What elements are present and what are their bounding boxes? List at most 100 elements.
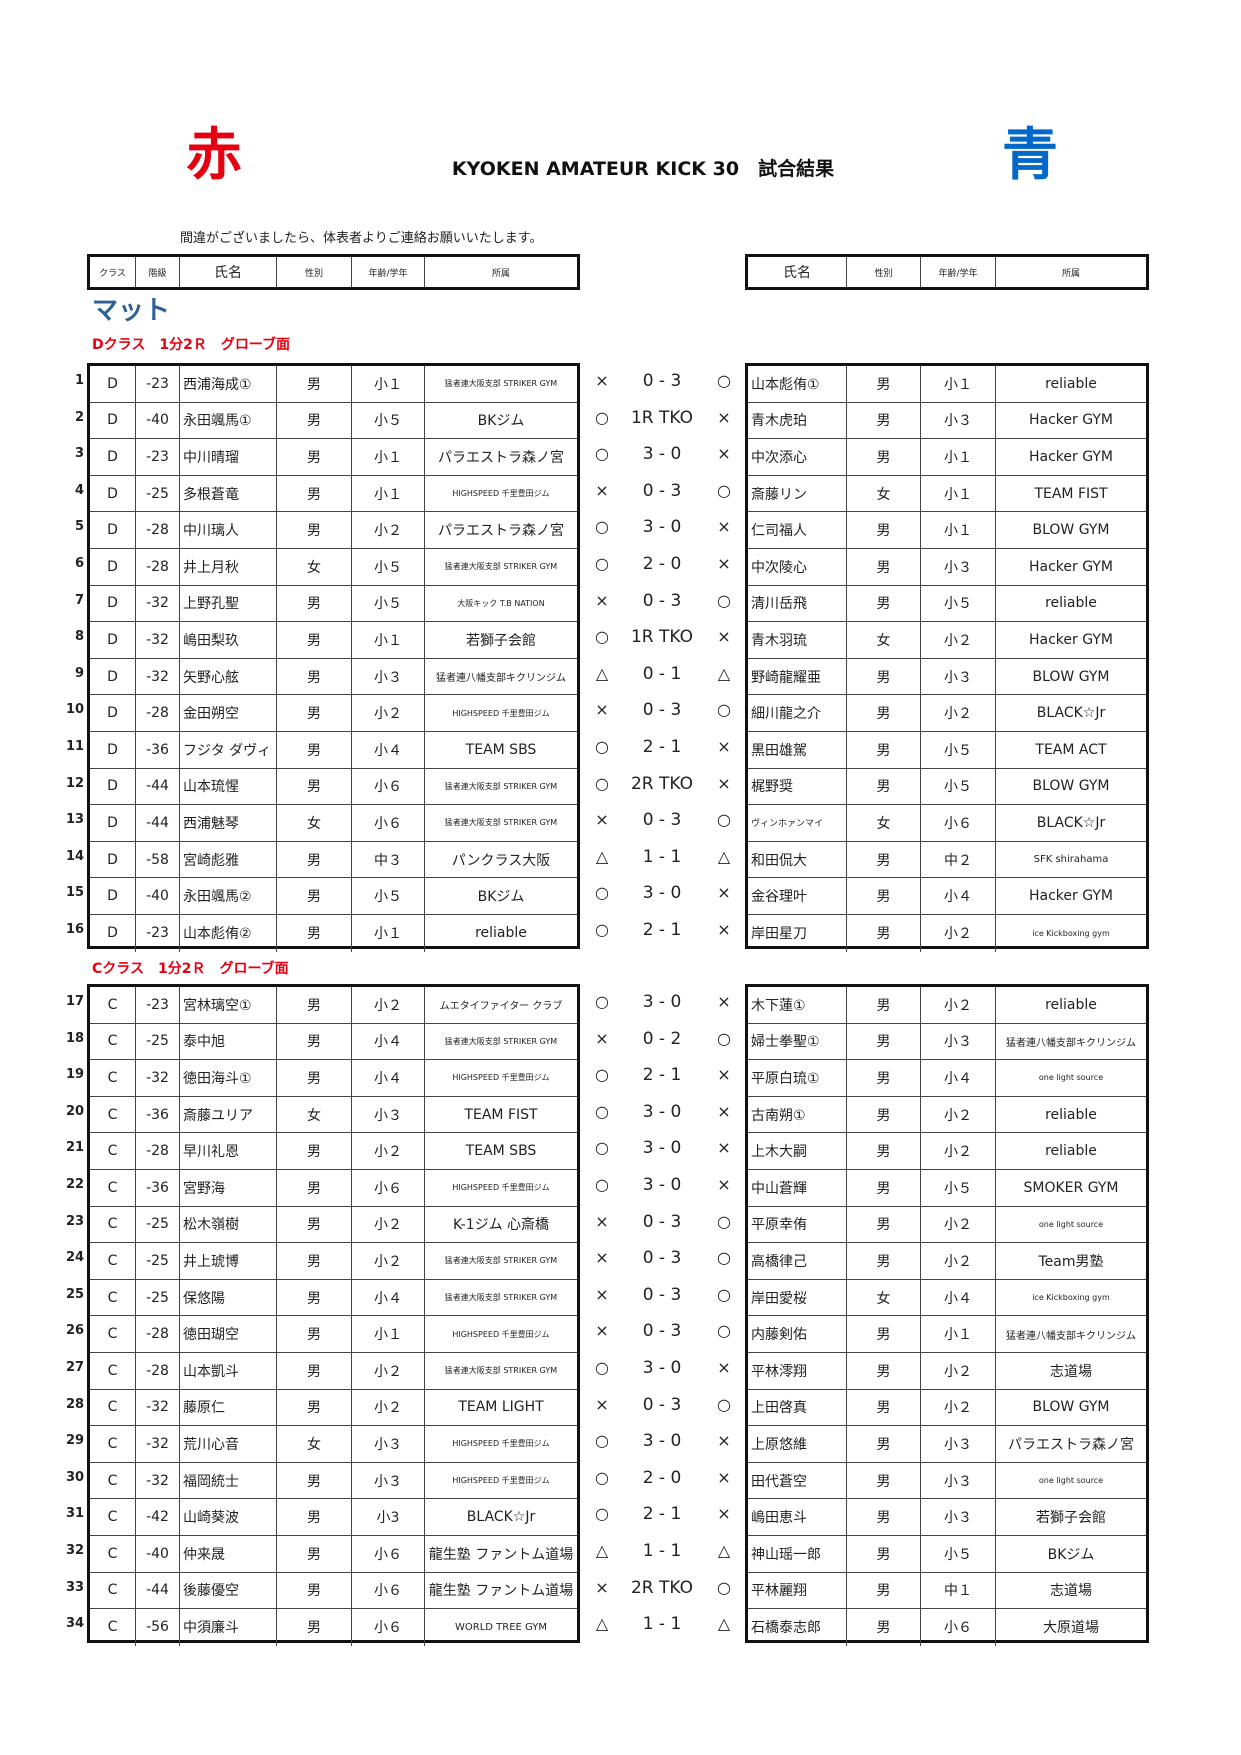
class-cell: C bbox=[90, 1060, 136, 1096]
gym-cell: パラエストラ森ノ宮 bbox=[1008, 1436, 1134, 1453]
grade-cell: 小3 bbox=[352, 1499, 425, 1535]
gym-cell: HIGHSPEED 千里豊田ジム bbox=[452, 489, 550, 499]
grade-cell: 小２ bbox=[921, 622, 996, 658]
blue-result-mark: ○ bbox=[717, 1321, 731, 1341]
right-column-header: 氏名 性別 年齢/学年 所属 bbox=[745, 254, 1149, 290]
table-row: 和田侃大男中２ SFK shirahama bbox=[748, 841, 1146, 879]
fighter-name: 斎藤ユリア bbox=[180, 1096, 277, 1133]
sex-cell: 男 bbox=[847, 915, 921, 952]
gym-cell: TEAM SBS bbox=[465, 1143, 537, 1160]
sex-cell: 男 bbox=[847, 658, 921, 695]
sex-cell: 男 bbox=[277, 1536, 352, 1572]
score: 1 - 1 bbox=[642, 846, 682, 867]
fighter-name: 内藤剣佑 bbox=[748, 1316, 847, 1352]
grade-cell: 小４ bbox=[352, 1023, 425, 1060]
fighter-name: 山本彪侑② bbox=[180, 915, 277, 952]
score: 0 - 3 bbox=[642, 1248, 682, 1269]
bout-number: 27 bbox=[66, 1360, 85, 1375]
score: 0 - 3 bbox=[642, 700, 682, 721]
score: 0 - 3 bbox=[642, 1284, 682, 1305]
grade-cell: 小２ bbox=[352, 695, 425, 731]
grade-cell: 小１ bbox=[921, 439, 996, 475]
red-result-mark: ○ bbox=[595, 1467, 609, 1487]
gym-cell: 龍生塾 ファントム道場 bbox=[428, 1546, 574, 1563]
red-result-mark: × bbox=[595, 1577, 609, 1597]
score: 1 - 1 bbox=[642, 1614, 682, 1635]
gym-cell: 猛者連大阪支部 STRIKER GYM bbox=[444, 818, 558, 828]
gym-cell: 猛者連大阪支部 STRIKER GYM bbox=[444, 1256, 558, 1266]
table-row: ヴィンホァンマイ女小６ BLACK☆Jr bbox=[748, 805, 1146, 842]
weight-cell: -58 bbox=[136, 841, 180, 878]
table-row: 上田啓真男小２ BLOW GYM bbox=[748, 1389, 1146, 1427]
sex-cell: 男 bbox=[847, 512, 921, 548]
sex-cell: 男 bbox=[847, 1243, 921, 1279]
bout-number: 6 bbox=[74, 556, 84, 571]
table-row: C -28 山本凱斗男小２ 猛者連大阪支部 STRIKER GYM bbox=[90, 1353, 577, 1390]
red-result-mark: ○ bbox=[595, 1175, 609, 1194]
sex-cell: 男 bbox=[847, 1170, 921, 1206]
weight-cell: -36 bbox=[136, 1170, 180, 1206]
blue-result-mark: ○ bbox=[717, 1248, 731, 1268]
grade-cell: 小２ bbox=[921, 1096, 996, 1133]
sex-cell: 男 bbox=[847, 1096, 921, 1133]
bout-number: 29 bbox=[66, 1433, 85, 1449]
table-row: 高橋律己男小２ Team男塾 bbox=[748, 1243, 1146, 1280]
grade-cell: 小３ bbox=[352, 1462, 425, 1499]
red-corner-table: D -23 西浦海成① 男小１ 猛者連大阪支部 STRIKER GYM D -40 永田颯馬①… bbox=[87, 363, 580, 952]
bout-number: 23 bbox=[66, 1213, 85, 1229]
bout-number: 2 bbox=[74, 409, 84, 425]
blue-result-mark: × bbox=[717, 554, 731, 573]
sex-cell: 男 bbox=[277, 915, 352, 952]
table-row: C -25 松木嶺樹男小２ K-1ジム 心斎橋 bbox=[90, 1206, 577, 1244]
blue-result-mark: × bbox=[717, 627, 731, 647]
gym-cell: 猛者連八幡支部キクリンジム bbox=[1006, 1037, 1136, 1049]
weight-cell: -42 bbox=[136, 1499, 180, 1535]
table-row: 岸田星刀男小２ ice Kickboxing gym bbox=[748, 915, 1146, 952]
fighter-name: 井上月秋 bbox=[180, 549, 277, 585]
fighter-name: 平原白琉① bbox=[748, 1060, 847, 1096]
bout-number: 24 bbox=[66, 1250, 85, 1266]
score: 1R TKO bbox=[630, 407, 693, 428]
table-row: 細川龍之介男小２ BLACK☆Jr bbox=[748, 695, 1146, 732]
sex-cell: 男 bbox=[847, 1023, 921, 1060]
sex-cell: 男 bbox=[277, 1609, 352, 1646]
fighter-name: 福岡統士 bbox=[180, 1462, 277, 1499]
fighter-name: 西浦海成① bbox=[180, 366, 277, 402]
table-row: 平林澪翔男小２ 志道場 bbox=[748, 1353, 1146, 1390]
grade-cell: 小３ bbox=[352, 658, 425, 695]
gym-cell: 猛者連大阪支部 STRIKER GYM bbox=[444, 1293, 558, 1303]
fighter-name: 高橋律己 bbox=[748, 1243, 847, 1279]
sex-cell: 男 bbox=[277, 878, 352, 914]
grade-cell: 小３ bbox=[921, 658, 996, 695]
grade-cell: 小１ bbox=[352, 475, 425, 512]
fighter-name: 上原悠維 bbox=[748, 1426, 847, 1462]
sex-cell: 男 bbox=[277, 439, 352, 475]
table-row: 平林麗翔男中１ 志道場 bbox=[748, 1572, 1146, 1610]
gym-cell: BLOW GYM bbox=[1032, 778, 1110, 795]
sex-cell: 男 bbox=[277, 768, 352, 805]
sex-cell: 男 bbox=[847, 695, 921, 731]
sex-cell: 男 bbox=[277, 1243, 352, 1279]
sex-cell: 女 bbox=[847, 1279, 921, 1316]
table-row: D -28 金田朔空男小２ HIGHSPEED 千里豊田ジム bbox=[90, 695, 577, 732]
gym-cell: 猛者連八幡支部キクリンジム bbox=[436, 673, 566, 685]
sex-cell: 男 bbox=[847, 1426, 921, 1462]
blue-result-mark: ○ bbox=[717, 1577, 731, 1597]
table-row: 上木大嗣男小２ reliable bbox=[748, 1133, 1146, 1170]
bout-number: 11 bbox=[66, 739, 85, 754]
class-cell: C bbox=[90, 1499, 136, 1535]
blue-result-mark: × bbox=[717, 883, 731, 903]
score: 3 - 0 bbox=[642, 883, 682, 904]
grade-cell: 小４ bbox=[921, 1279, 996, 1316]
table-row: 中次添心男小１ Hacker GYM bbox=[748, 439, 1146, 476]
blue-result-mark: × bbox=[717, 1358, 731, 1377]
table-row: C -28 徳田瑚空男小１ HIGHSPEED 千里豊田ジム bbox=[90, 1316, 577, 1353]
gym-cell: BLACK☆Jr bbox=[466, 1509, 536, 1526]
grade-cell: 小１ bbox=[921, 512, 996, 548]
fighter-name: 山本凱斗 bbox=[180, 1353, 277, 1389]
table-row: 青木虎珀男小３ Hacker GYM bbox=[748, 402, 1146, 440]
grade-cell: 小４ bbox=[352, 732, 425, 768]
blue-result-mark: × bbox=[717, 992, 731, 1011]
score: 2R TKO bbox=[630, 1577, 693, 1598]
table-row: 山本彪侑① 男小１ reliable bbox=[748, 366, 1146, 403]
